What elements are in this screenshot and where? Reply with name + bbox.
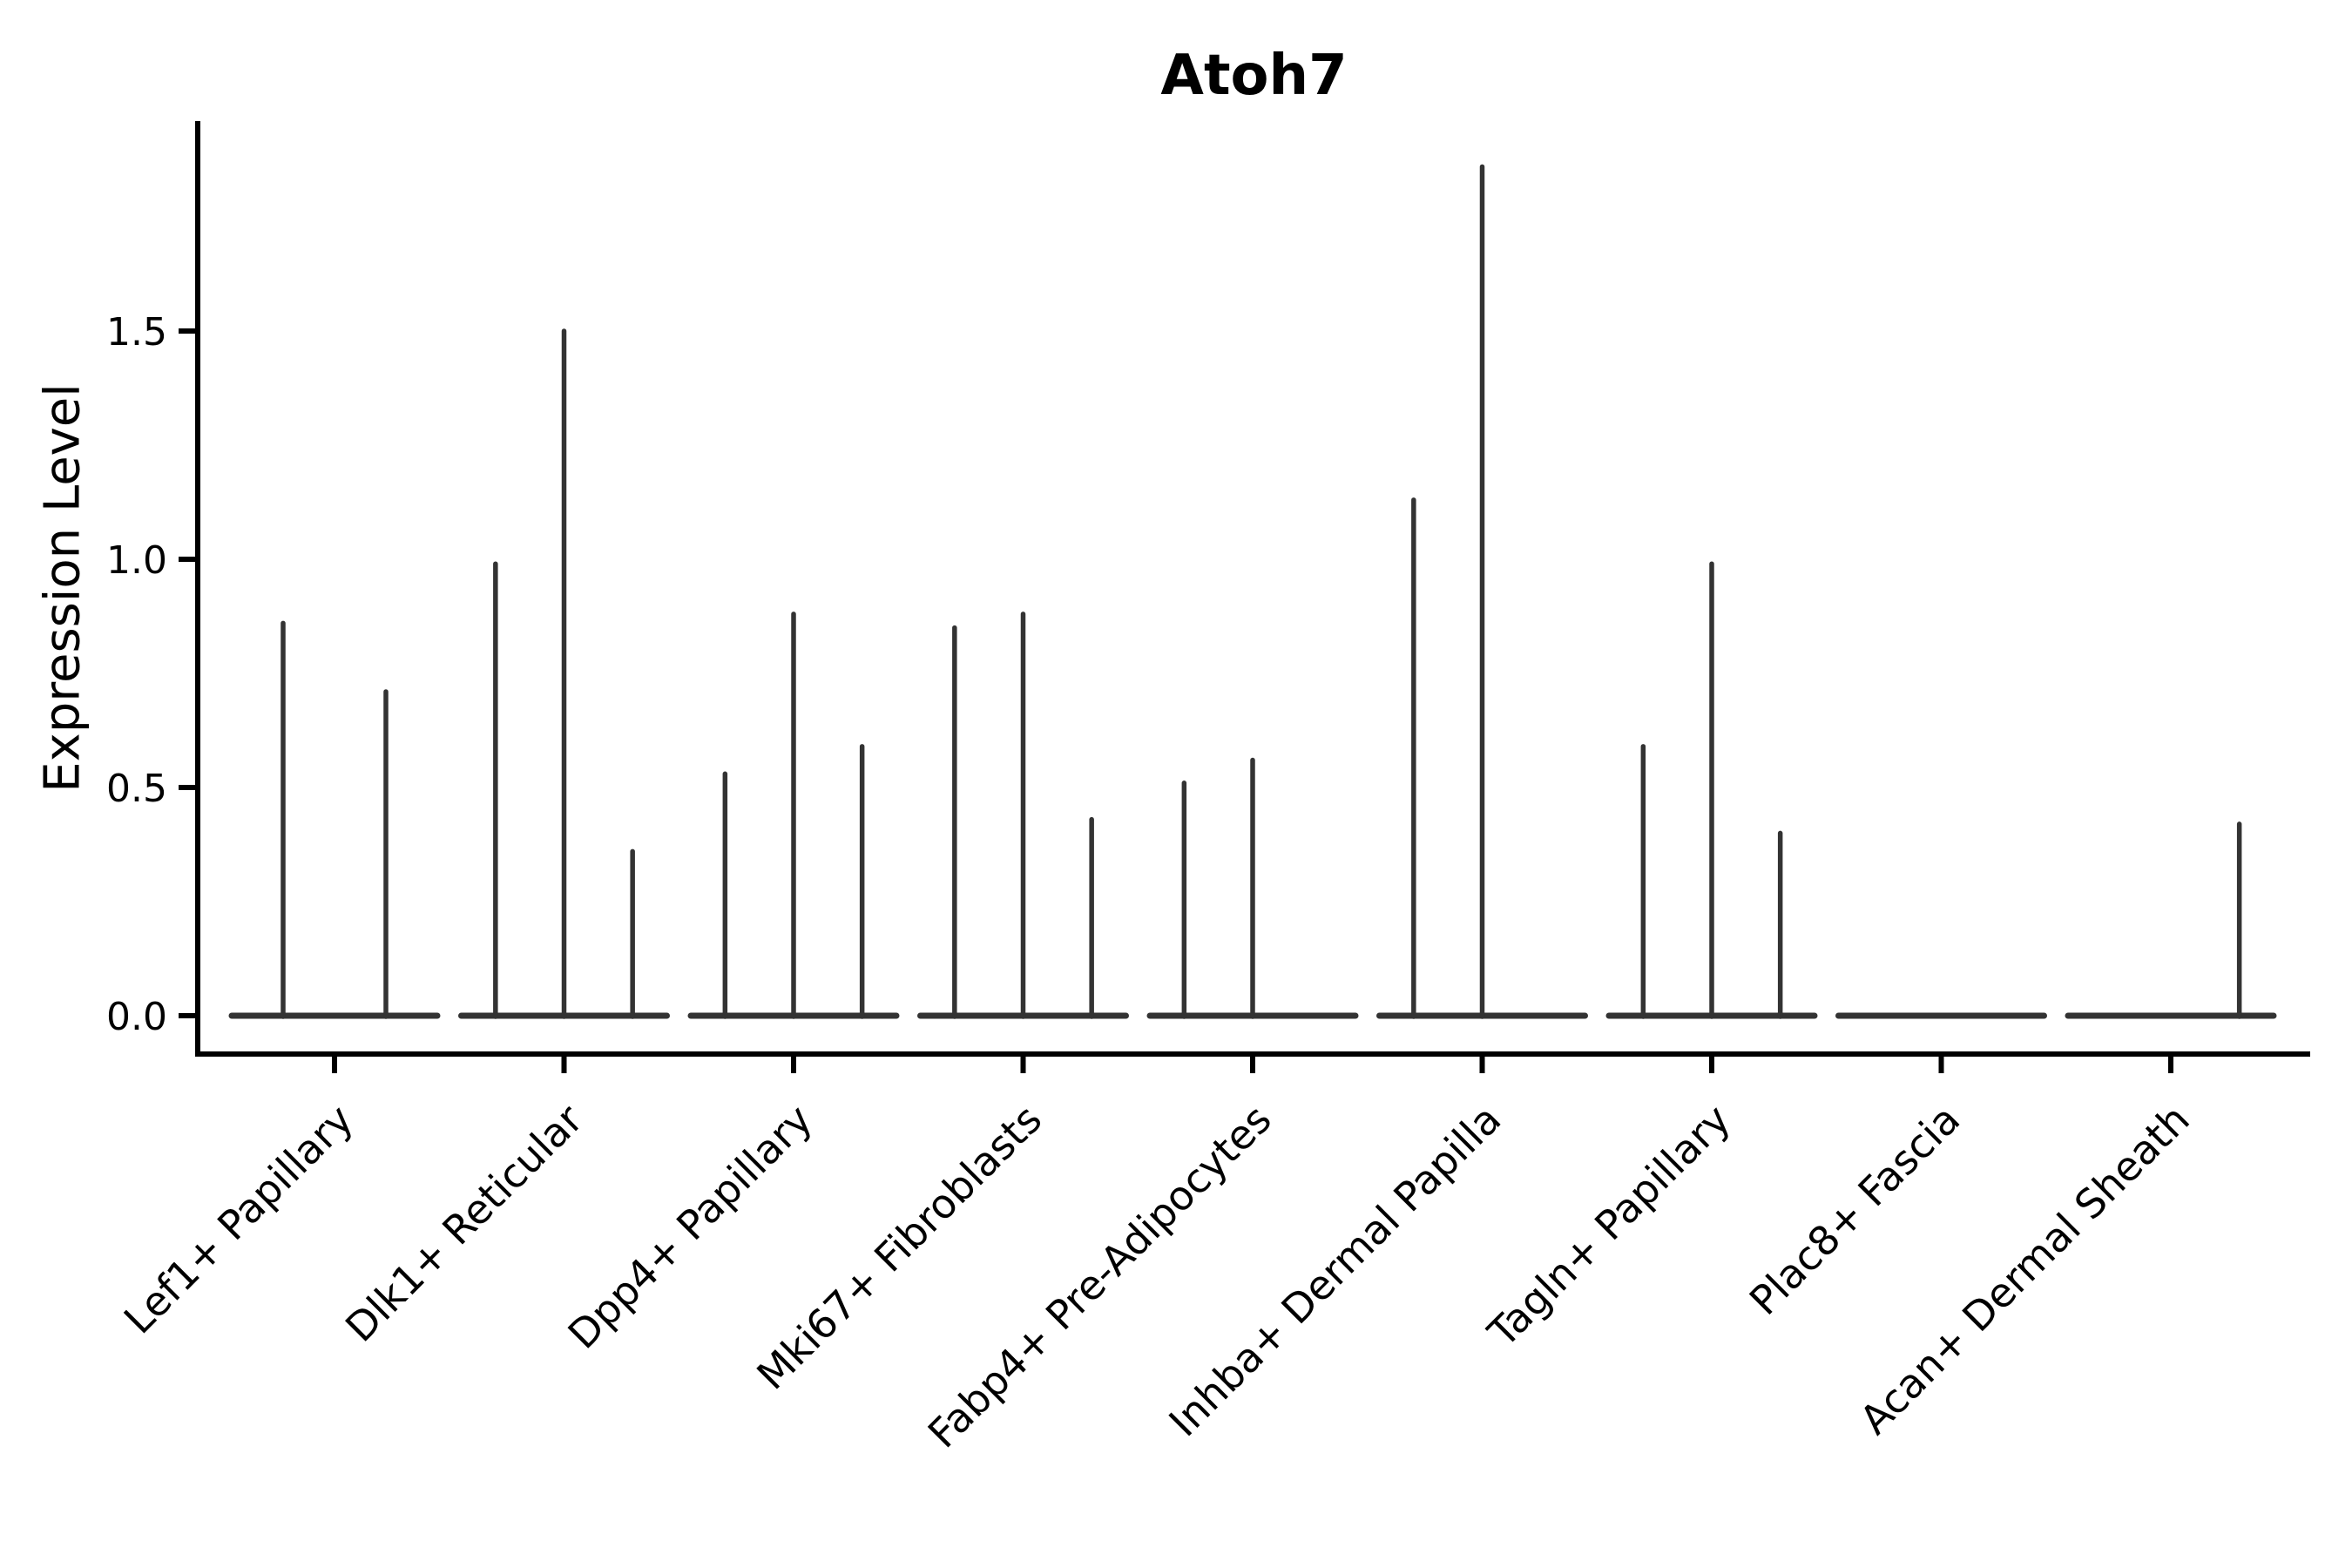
x-tick-label: Dlk1+ Reticular <box>336 1096 591 1351</box>
x-tick-label: Plac8+ Fascia <box>1740 1096 1969 1324</box>
y-tick-label: 1.5 <box>106 310 167 355</box>
x-tick-label: Dpp4+ Papillary <box>559 1096 821 1358</box>
y-tick-label: 0.0 <box>106 995 167 1039</box>
chart-title: Atoh7 <box>1160 44 1348 108</box>
x-tick-label: Tagln+ Papillary <box>1478 1096 1740 1357</box>
y-tick-label: 1.0 <box>106 538 167 583</box>
y-tick-label: 0.5 <box>106 767 167 811</box>
x-tick-label: Lef1+ Papillary <box>115 1096 362 1343</box>
